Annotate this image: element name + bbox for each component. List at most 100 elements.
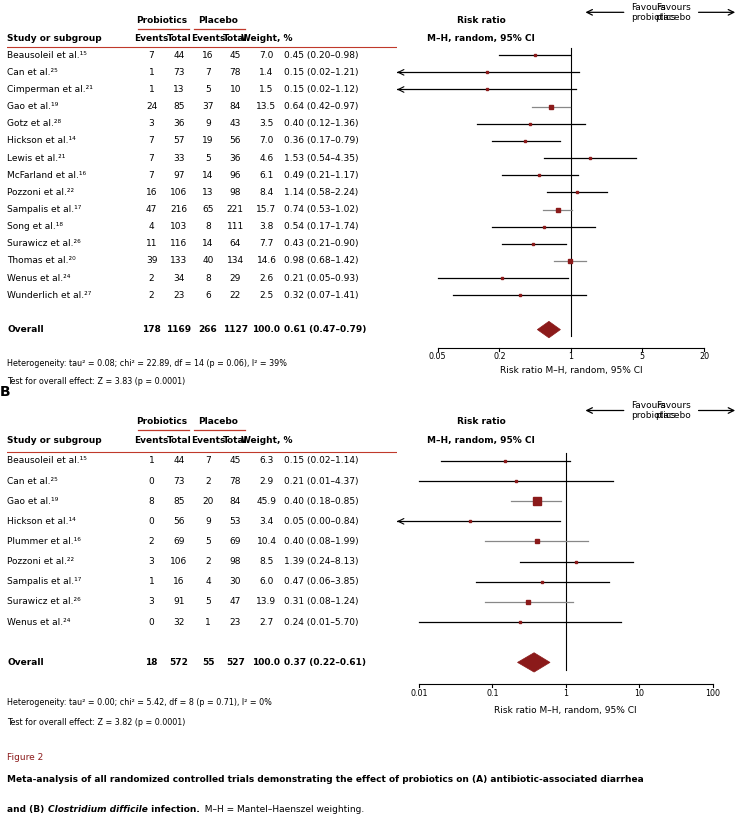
Text: 7: 7 [148,154,154,163]
Text: 0: 0 [148,617,154,626]
Text: 39: 39 [146,256,157,265]
Text: Favours
placebo: Favours placebo [655,401,691,420]
Text: 0.98 (0.68–1.42): 0.98 (0.68–1.42) [284,256,358,265]
Text: 10: 10 [634,689,644,698]
Text: Clostridium difficile: Clostridium difficile [47,805,148,814]
Text: 7: 7 [148,136,154,145]
Text: 2.7: 2.7 [260,617,274,626]
Text: 33: 33 [173,154,185,163]
Text: 45: 45 [229,51,241,60]
Text: 47: 47 [229,598,241,607]
Text: 20: 20 [203,497,214,506]
Text: 0.40 (0.12–1.36): 0.40 (0.12–1.36) [284,119,358,128]
Text: Gotz et al.²⁸: Gotz et al.²⁸ [7,119,62,128]
Text: 3: 3 [148,598,154,607]
Text: Gao et al.¹⁹: Gao et al.¹⁹ [7,102,59,111]
Text: Pozzoni et al.²²: Pozzoni et al.²² [7,188,74,197]
Text: Surawicz et al.²⁶: Surawicz et al.²⁶ [7,240,81,248]
Text: Events: Events [191,436,226,445]
Text: 45: 45 [229,456,241,466]
Text: 0.54 (0.17–1.74): 0.54 (0.17–1.74) [284,222,358,232]
Text: 16: 16 [203,51,214,60]
Text: 32: 32 [173,617,185,626]
Text: 1.4: 1.4 [260,68,274,77]
Text: 5: 5 [640,352,645,361]
Text: 0.21 (0.01–4.37): 0.21 (0.01–4.37) [284,476,358,485]
Text: 0.1: 0.1 [486,689,499,698]
Polygon shape [537,321,560,337]
Text: 216: 216 [170,205,188,214]
Text: Can et al.²⁵: Can et al.²⁵ [7,68,58,77]
Text: Meta-analysis of all randomized controlled trials demonstrating the effect of pr: Meta-analysis of all randomized controll… [7,775,644,784]
Text: 106: 106 [170,188,188,197]
Text: 1.53 (0.54–4.35): 1.53 (0.54–4.35) [284,154,358,163]
Text: Overall: Overall [7,658,44,667]
Text: 78: 78 [229,68,241,77]
Text: 37: 37 [203,102,214,111]
Text: Events: Events [191,34,226,43]
Text: 134: 134 [227,256,244,265]
Text: 2: 2 [206,557,211,566]
Text: 111: 111 [227,222,244,232]
Text: 4: 4 [206,577,211,586]
Text: 1: 1 [148,456,154,466]
Text: Heterogeneity: tau² = 0.00; chi² = 5.42, df = 8 (p = 0.71), I² = 0%: Heterogeneity: tau² = 0.00; chi² = 5.42,… [7,698,272,707]
Text: 73: 73 [173,476,185,485]
Text: 0.37 (0.22–0.61): 0.37 (0.22–0.61) [284,658,366,667]
Text: 73: 73 [173,68,185,77]
Text: 3: 3 [148,557,154,566]
Text: 0.15 (0.02–1.14): 0.15 (0.02–1.14) [284,456,358,466]
Text: 18: 18 [145,658,158,667]
Text: 7.0: 7.0 [259,51,274,60]
Text: 6.1: 6.1 [259,171,274,180]
Text: 64: 64 [229,240,241,248]
Text: 5: 5 [206,85,211,94]
Text: 98: 98 [229,557,241,566]
Text: 3.5: 3.5 [259,119,274,128]
Text: M–H = Mantel–Haenszel weighting.: M–H = Mantel–Haenszel weighting. [200,805,364,814]
Text: 23: 23 [173,291,185,300]
Text: Wenus et al.²⁴: Wenus et al.²⁴ [7,273,70,282]
Text: 178: 178 [142,325,161,334]
Text: Placebo: Placebo [198,16,237,25]
Text: 0.15 (0.02–1.12): 0.15 (0.02–1.12) [284,85,358,94]
Text: 2: 2 [148,273,154,282]
Text: 43: 43 [229,119,241,128]
Text: 0.15 (0.02–1.21): 0.15 (0.02–1.21) [284,68,358,77]
Text: 65: 65 [203,205,214,214]
Text: Risk ratio: Risk ratio [457,416,506,425]
Text: 0.2: 0.2 [493,352,506,361]
Text: 14.6: 14.6 [257,256,277,265]
Text: 0: 0 [148,517,154,525]
Text: 14: 14 [203,240,214,248]
Text: 0.24 (0.01–5.70): 0.24 (0.01–5.70) [284,617,358,626]
Text: Study or subgroup: Study or subgroup [7,34,102,43]
Text: Surawicz et al.²⁶: Surawicz et al.²⁶ [7,598,81,607]
Text: Beausoleil et al.¹⁵: Beausoleil et al.¹⁵ [7,456,88,466]
Text: 5: 5 [206,598,211,607]
Text: Heterogeneity: tau² = 0.08; chi² = 22.89, df = 14 (p = 0.06), I² = 39%: Heterogeneity: tau² = 0.08; chi² = 22.89… [7,360,287,369]
Text: 1: 1 [568,352,574,361]
Text: 106: 106 [170,557,188,566]
Text: Favours
probiotics: Favours probiotics [631,401,676,420]
Text: 84: 84 [229,102,241,111]
Text: 5: 5 [206,537,211,546]
Text: 2: 2 [206,476,211,485]
Text: Weight, %: Weight, % [240,34,292,43]
Text: McFarland et al.¹⁶: McFarland et al.¹⁶ [7,171,87,180]
Text: 19: 19 [203,136,214,145]
Text: B: B [0,385,10,399]
Text: 85: 85 [173,102,185,111]
Text: 23: 23 [229,617,241,626]
Text: 1.5: 1.5 [259,85,274,94]
Text: 7.0: 7.0 [259,136,274,145]
Text: Pozzoni et al.²²: Pozzoni et al.²² [7,557,74,566]
Text: 0: 0 [148,476,154,485]
Text: Weight, %: Weight, % [240,436,292,445]
Text: 22: 22 [230,291,241,300]
Text: 0.21 (0.05–0.93): 0.21 (0.05–0.93) [284,273,358,282]
Text: 16: 16 [146,188,157,197]
Text: 2: 2 [148,537,154,546]
Text: 1169: 1169 [166,325,191,334]
Text: 53: 53 [229,517,241,525]
